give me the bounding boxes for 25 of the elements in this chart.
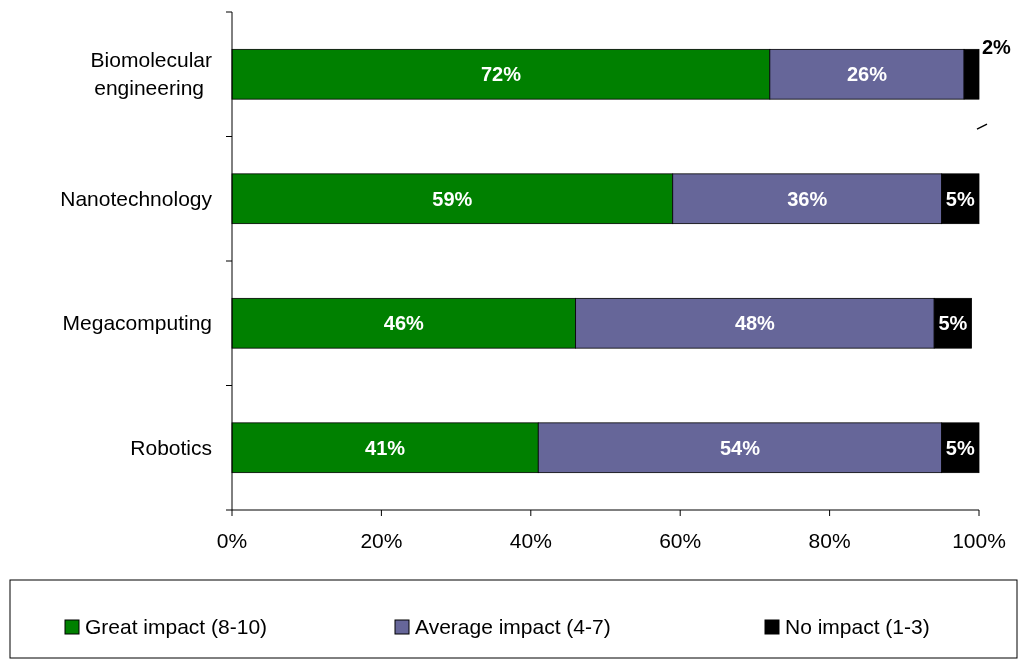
data-label: 48% [734,312,776,335]
data-label: 5% [945,187,975,210]
data-label: 5% [945,436,975,459]
x-tick-label: 100% [952,529,1006,552]
data-label: 26% [846,63,888,86]
y-tick-label: Robotics [130,435,212,459]
legend-label: Great impact (8-10) [85,615,268,638]
x-tick-label: 80% [808,529,851,552]
x-tick-label: 0% [216,529,248,552]
y-tick-label: Megacomputing [62,311,212,335]
x-tick-label: 60% [659,529,702,552]
x-tick-label: 40% [509,529,552,552]
data-label: 5% [938,312,968,335]
data-label: 59% [432,187,473,210]
data-label: 41% [365,436,406,459]
x-tick-label: 20% [360,529,403,552]
data-label: 46% [383,312,425,335]
y-tick-label: Nanotechnology [60,186,213,210]
data-label: 36% [787,187,828,210]
data-label: 72% [480,63,522,86]
y-tick-label: Biomolecular engineering [90,48,212,100]
legend-label: No impact (1-3) [785,615,930,638]
data-label: 2% [982,36,1012,59]
data-label: 54% [719,436,761,459]
legend-label: Average impact (4-7) [415,615,611,638]
